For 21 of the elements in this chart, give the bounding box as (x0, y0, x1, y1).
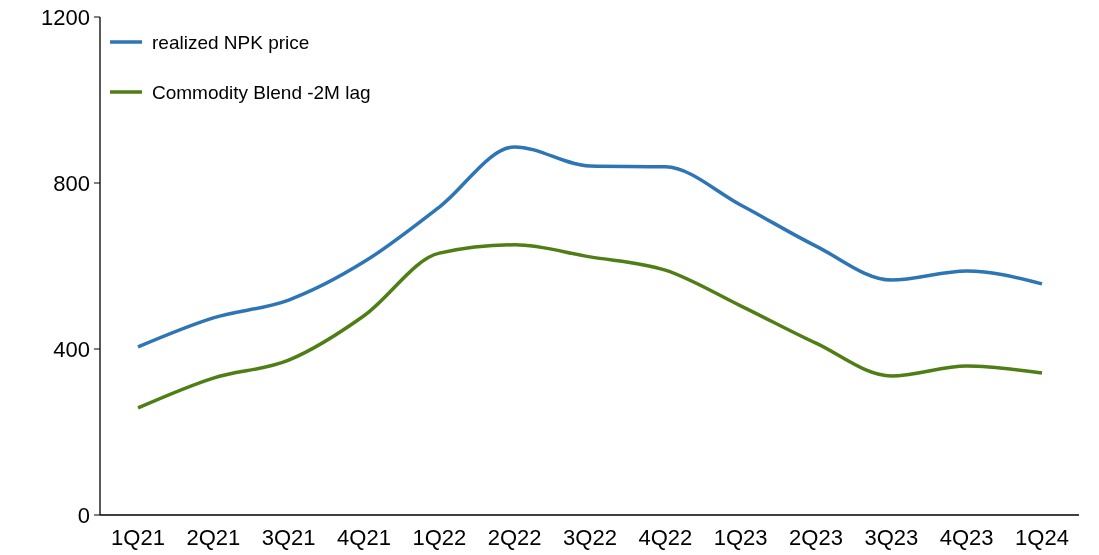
y-tick-label: 400 (53, 336, 90, 362)
line-series (136, 243, 1044, 410)
legend-label: Commodity Blend -2M lag (152, 81, 371, 103)
legend-label: realized NPK price (152, 31, 310, 53)
x-tick-label: 1Q23 (713, 525, 768, 550)
y-tick-label: 1200 (41, 4, 90, 30)
x-tick-label: 2Q22 (487, 525, 542, 550)
y-tick-label: 0 (77, 502, 90, 528)
x-tick-label: 1Q22 (412, 525, 467, 550)
x-tick-label: 2Q21 (186, 525, 241, 550)
line-series (136, 145, 1044, 349)
x-tick-label: 4Q21 (337, 525, 391, 550)
x-tick-label: 4Q22 (638, 525, 693, 550)
x-tick-label: 3Q22 (563, 525, 617, 550)
x-tick-label: 3Q23 (864, 525, 919, 550)
x-tick-label: 4Q23 (939, 525, 994, 550)
y-tick-label: 800 (53, 170, 90, 196)
x-tick-label: 1Q24 (1015, 525, 1069, 550)
x-tick-label: 3Q21 (261, 525, 316, 550)
x-tick-label: 2Q23 (789, 525, 843, 550)
x-tick-label: 1Q21 (111, 525, 165, 550)
